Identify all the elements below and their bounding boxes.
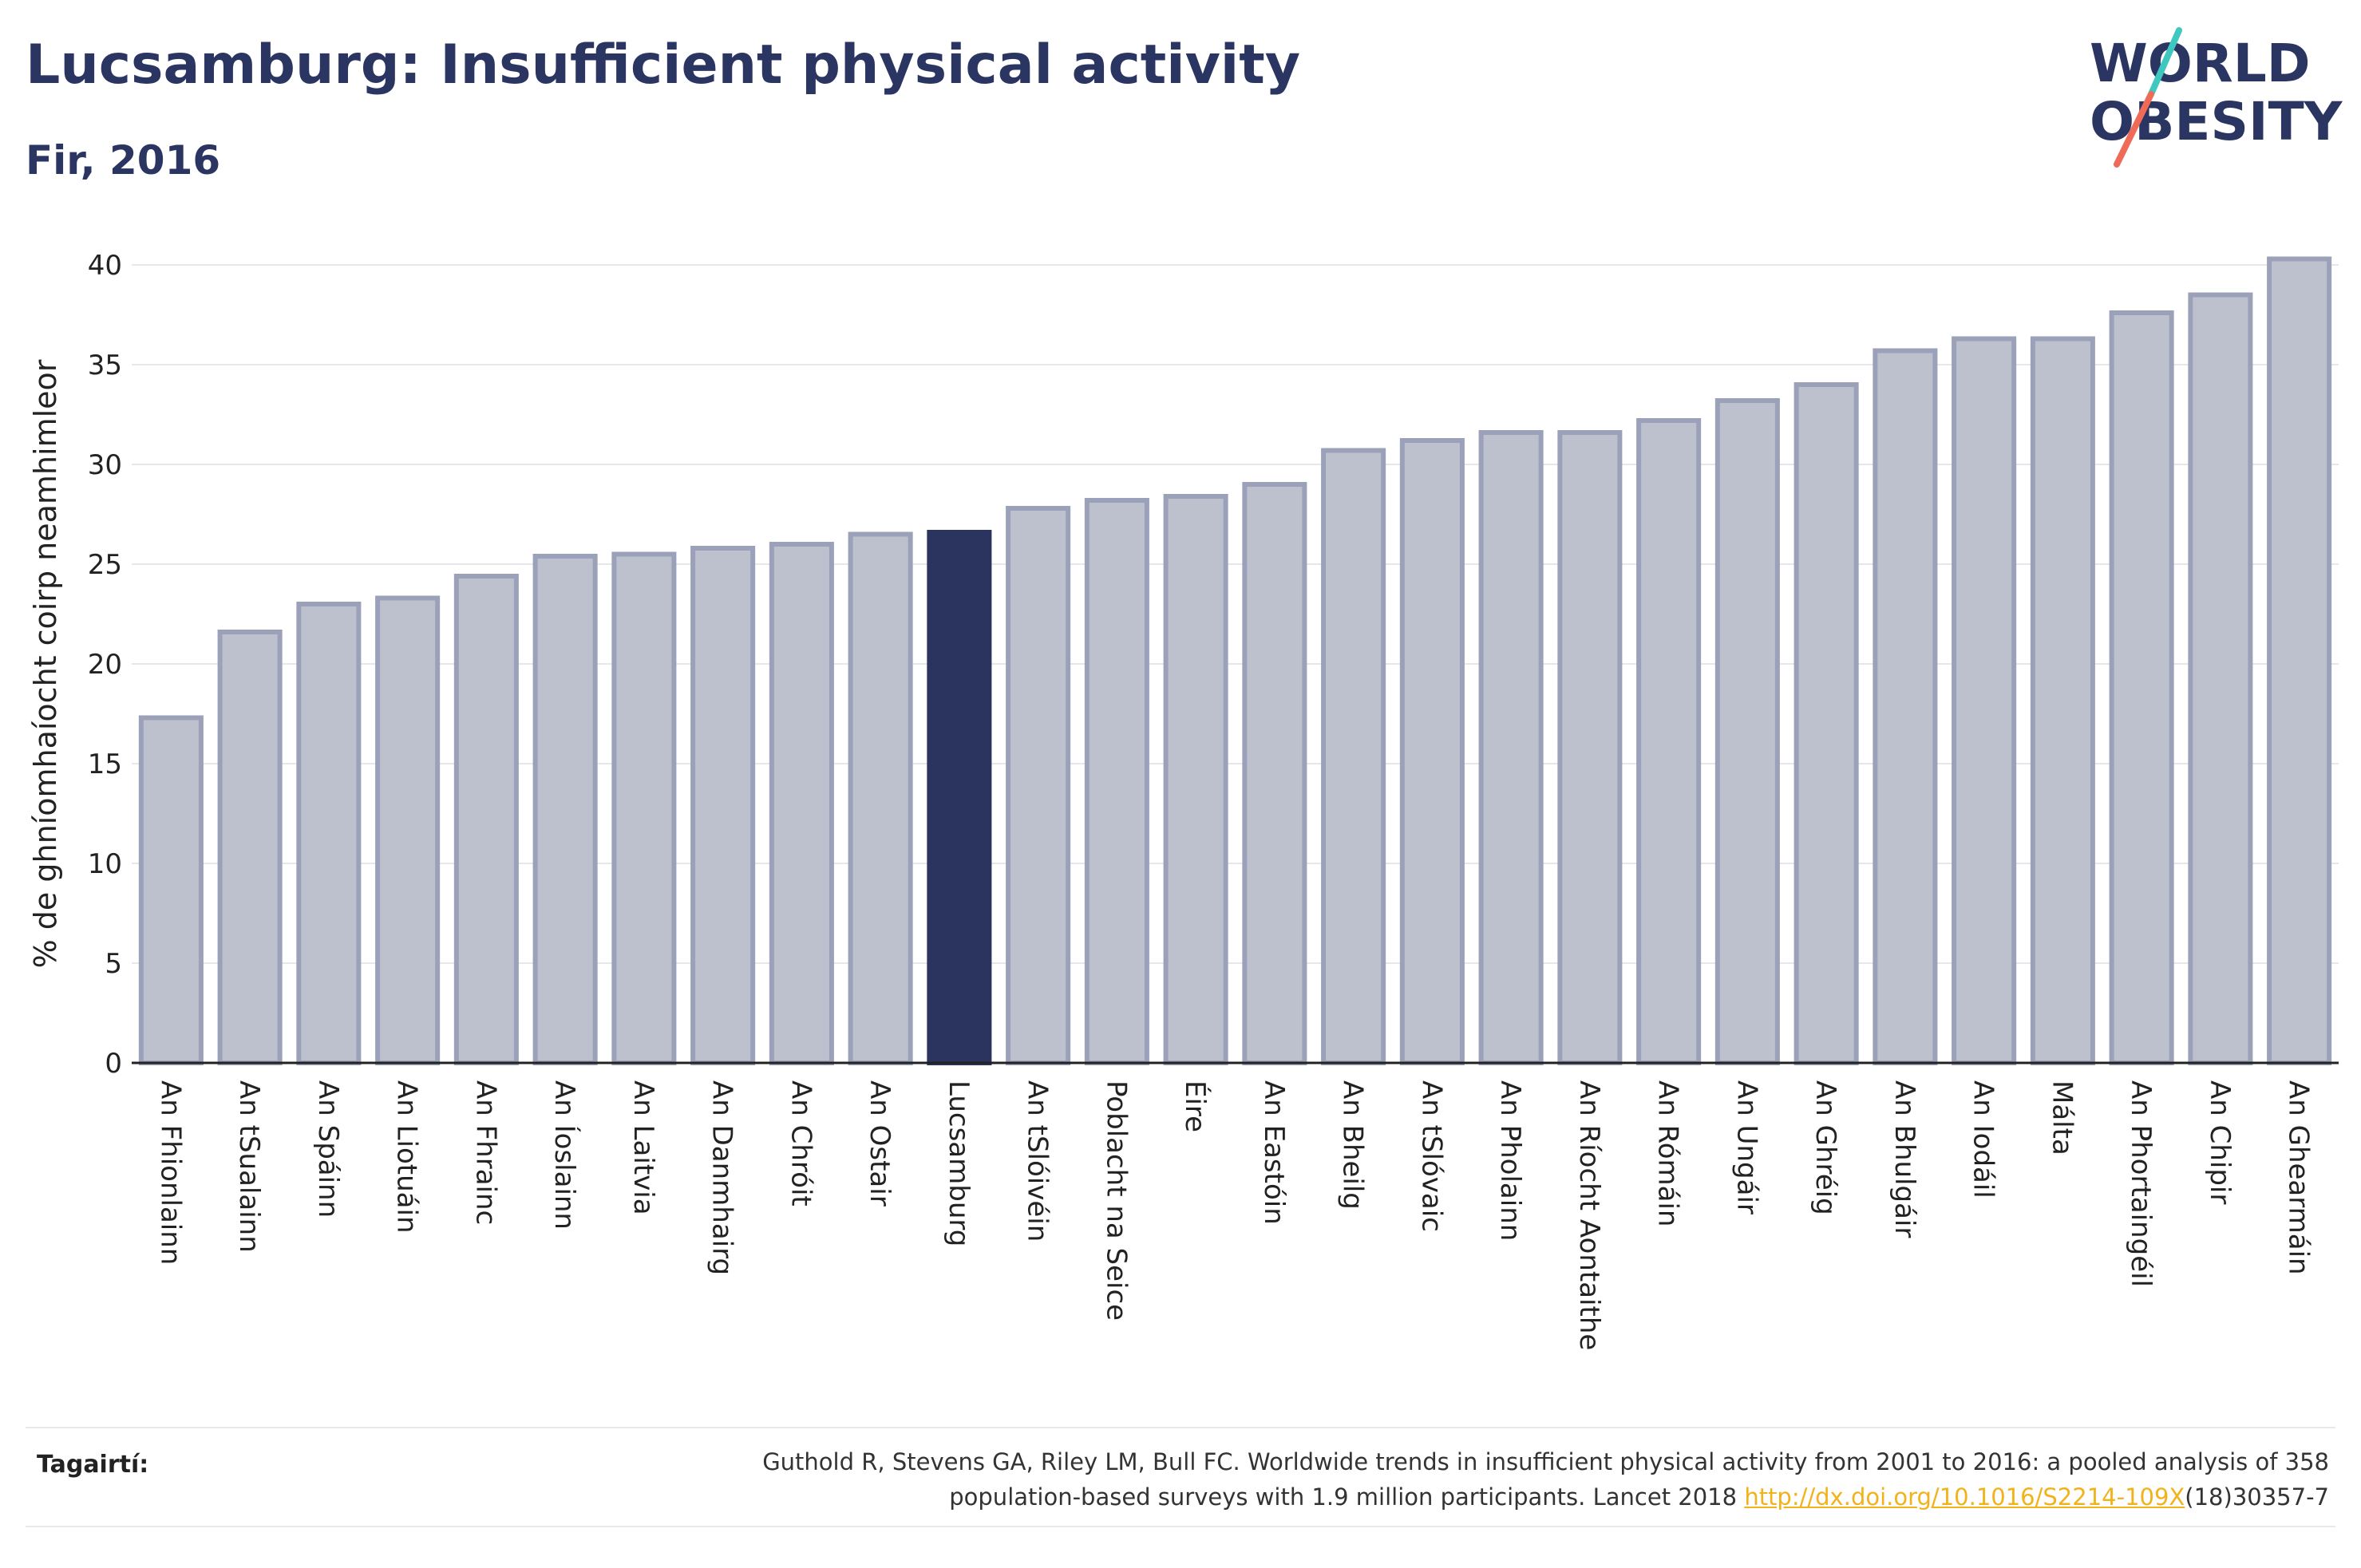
bar (1163, 494, 1228, 1065)
bar (690, 546, 756, 1065)
bar (2267, 256, 2332, 1065)
bar (1084, 498, 1149, 1065)
bar (1952, 336, 2017, 1065)
x-tick-label: An Ghréig (1809, 1080, 1841, 1215)
x-tick-label: An Íoslainn (548, 1080, 581, 1230)
bar (2109, 310, 2174, 1065)
logo-slash-top (2148, 27, 2182, 97)
x-tick-label: An Laitvia (627, 1080, 659, 1215)
bar (1399, 438, 1465, 1065)
references-line2-pre: population-based surveys with 1.9 millio… (949, 1483, 1745, 1511)
chart-title: Lucsamburg: Insufficient physical activi… (26, 34, 1301, 97)
x-tick-label: An Chipir (2204, 1080, 2236, 1204)
x-tick-label: An Bheilg (1337, 1080, 1369, 1210)
bar (2188, 292, 2253, 1065)
logo-text-obesity: OBESITY (2090, 91, 2343, 152)
bar (1557, 430, 1623, 1065)
references-text: Guthold R, Stevens GA, Riley LM, Bull FC… (493, 1444, 2329, 1515)
x-tick-label: An Fhionlainn (154, 1080, 186, 1265)
y-tick-label: 15 (88, 748, 122, 780)
y-axis-label: % de ghníomhaíocht coirp neamhimleor (28, 359, 63, 968)
bar (769, 542, 834, 1065)
x-tick-label: An Eastóin (1258, 1080, 1290, 1225)
x-tick-label: An Bhulgáir (1888, 1080, 1920, 1238)
bar (2030, 336, 2095, 1065)
x-tick-label: An Ungáir (1730, 1080, 1762, 1215)
bar (532, 554, 598, 1065)
bar (1793, 382, 1859, 1065)
x-tick-label: Málta (2046, 1080, 2078, 1155)
bar (1478, 430, 1544, 1065)
x-tick-label: An tSlóivéin (1022, 1080, 1054, 1242)
world-obesity-logo: WORLD OBESITY (2090, 27, 2343, 168)
bar (296, 602, 362, 1065)
x-tick-label: An Chróit (785, 1080, 817, 1207)
x-tick-label: An Ostair (864, 1080, 896, 1207)
x-tick-label: An tSlóvaic (1415, 1080, 1447, 1232)
y-tick-label: 5 (105, 948, 122, 980)
y-tick-label: 10 (88, 848, 122, 880)
x-axis-ticks: An Fhionlainn An tSualainn An Spáinn An Lio… (154, 1080, 2314, 1350)
x-tick-label: Poblacht na Seice (1100, 1080, 1132, 1321)
x-tick-label: An Fhrainc (469, 1080, 501, 1225)
bar (1873, 348, 1938, 1065)
x-tick-label: An Danmhairg (706, 1080, 738, 1275)
bar (1006, 506, 1071, 1065)
x-tick-label: Lucsamburg (943, 1080, 975, 1246)
x-tick-label: An Rómáin (1652, 1080, 1684, 1226)
references-doi-link[interactable]: http://dx.doi.org/10.1016/S2214-109X (1744, 1483, 2185, 1511)
y-tick-label: 40 (88, 250, 122, 282)
references-divider-bottom (26, 1526, 2335, 1527)
x-tick-label: An tSualainn (233, 1080, 265, 1253)
bar (217, 630, 283, 1065)
references-divider-top (26, 1427, 2335, 1428)
bar (453, 574, 519, 1065)
chart-subtitle: Fir, 2016 (26, 137, 221, 184)
bar (1636, 418, 1702, 1065)
logo-text-world: WORLD (2090, 33, 2311, 94)
bars (138, 256, 2332, 1065)
references-line2-post: (18)30357-7 (2185, 1483, 2329, 1511)
y-tick-label: 35 (88, 350, 122, 381)
references-line1: Guthold R, Stevens GA, Riley LM, Bull FC… (762, 1448, 2329, 1475)
bar (927, 530, 992, 1065)
references-label: Tagairtí: (37, 1451, 149, 1479)
bar-chart: 0 5 10 15 20 25 30 35 40 An Fhionlainn An tSualai… (28, 250, 2339, 1350)
x-tick-label: An Ríocht Aontaithe (1573, 1080, 1605, 1350)
y-tick-label: 25 (88, 549, 122, 581)
x-tick-label: An Pholainn (1494, 1080, 1526, 1241)
bar (1321, 448, 1386, 1065)
x-tick-label: An Liotuáin (391, 1080, 423, 1234)
bar (1242, 482, 1307, 1065)
x-tick-label: Éire (1179, 1080, 1212, 1132)
y-tick-label: 20 (88, 649, 122, 681)
bar (611, 551, 677, 1065)
x-tick-label: An Spáinn (312, 1080, 344, 1218)
bar (375, 595, 441, 1065)
bar (138, 715, 204, 1065)
bar (1714, 398, 1780, 1065)
y-axis-ticks: 0 5 10 15 20 25 30 35 40 (88, 250, 122, 1080)
logo-slash-bottom (2114, 91, 2154, 168)
y-tick-label: 0 (105, 1048, 122, 1080)
x-tick-label: An Ghearmáin (2283, 1080, 2315, 1275)
x-tick-label: An Iodáil (1968, 1080, 1999, 1199)
y-tick-label: 30 (88, 449, 122, 481)
bar (848, 531, 913, 1065)
x-tick-label: An Phortaingéil (2125, 1080, 2157, 1287)
